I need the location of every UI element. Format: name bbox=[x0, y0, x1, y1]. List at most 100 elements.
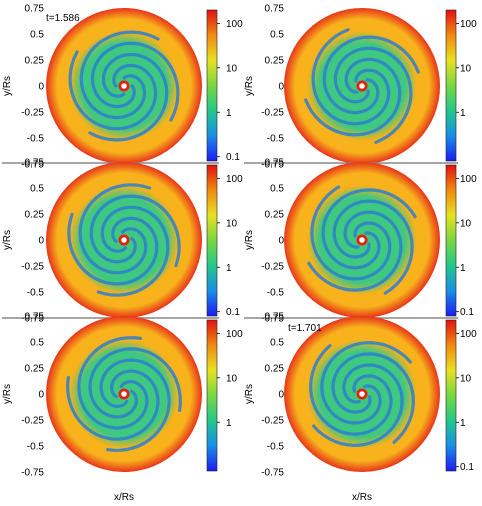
y-tick-label: 0.75 bbox=[25, 158, 45, 169]
colorbar bbox=[445, 164, 457, 317]
spiral-arm bbox=[332, 199, 414, 295]
colorbar-tick-label: 10 bbox=[226, 218, 238, 229]
disk-panel-middle-right: 0.75 0.5 0.25 0 -0.25 -0.5 -0.75 y/Rs 100 10 1 0.1 bbox=[244, 158, 477, 325]
spiral-arm bbox=[320, 341, 412, 425]
y-tick-label: -0.5 bbox=[267, 442, 285, 453]
spiral-arm bbox=[67, 212, 159, 286]
y-tick-label: 0.25 bbox=[265, 56, 285, 67]
spiral-arm bbox=[310, 185, 392, 281]
y-tick-label: -0.5 bbox=[27, 134, 45, 145]
colorbar-tick-label: 0.1 bbox=[226, 307, 240, 318]
spiral-arm bbox=[307, 210, 403, 292]
y-tick-label: 0 bbox=[278, 390, 284, 401]
y-tick-label: -0.25 bbox=[21, 108, 44, 119]
y-tick-label: -0.25 bbox=[21, 262, 44, 273]
colorbar-tick-label: 10 bbox=[460, 218, 472, 229]
y-tick-label: -0.25 bbox=[261, 262, 284, 273]
y-axis-label: y/Rs bbox=[244, 76, 255, 96]
y-tick-label: -0.5 bbox=[27, 442, 45, 453]
central-hole bbox=[359, 391, 365, 397]
y-tick-label: 0.25 bbox=[265, 364, 285, 375]
central-hole bbox=[359, 83, 365, 89]
y-tick-label: 0 bbox=[278, 236, 284, 247]
spiral-arm bbox=[90, 41, 180, 122]
spiral-arm bbox=[322, 35, 420, 115]
y-tick-label: -0.5 bbox=[267, 288, 285, 299]
colorbar-tick-label: 100 bbox=[460, 19, 477, 30]
y-tick-label: 0.5 bbox=[270, 184, 284, 195]
central-hole bbox=[121, 237, 127, 243]
y-tick-label: 0 bbox=[38, 82, 44, 93]
y-tick-label: -0.75 bbox=[261, 160, 284, 171]
y-tick-label: -0.75 bbox=[21, 468, 44, 479]
time-label: t=1.586 bbox=[46, 13, 80, 24]
spiral-arm bbox=[68, 50, 158, 131]
y-tick-label: 0.5 bbox=[270, 30, 284, 41]
disk-panel-top-right: 0.75 0.5 0.25 0 -0.25 -0.5 -0.75 y/Rs 100 10 1 bbox=[244, 4, 477, 171]
colorbar-tick-label: 10 bbox=[226, 373, 238, 384]
x-axis-label-left: x/Rs bbox=[114, 492, 134, 503]
spiral-arm bbox=[333, 46, 413, 144]
y-tick-label: 0.5 bbox=[30, 30, 44, 41]
y-tick-label: -0.25 bbox=[21, 416, 44, 427]
y-tick-label: 0.75 bbox=[25, 4, 45, 15]
colorbar-tick-label: 10 bbox=[226, 63, 238, 74]
colorbar-tick-label: 1 bbox=[460, 418, 466, 429]
y-tick-label: -0.75 bbox=[261, 314, 284, 325]
spiral-arm bbox=[96, 205, 170, 297]
colorbar-tick-label: 100 bbox=[226, 174, 243, 185]
colorbar-tick-label: 0.1 bbox=[460, 462, 474, 473]
y-tick-label: -0.25 bbox=[261, 108, 284, 119]
y-tick-label: 0.5 bbox=[30, 338, 44, 349]
colorbar-tick-label: 0.1 bbox=[460, 307, 474, 318]
y-tick-label: 0.25 bbox=[265, 210, 285, 221]
colorbar-tick-label: 100 bbox=[226, 329, 243, 340]
y-axis-label: y/Rs bbox=[2, 230, 13, 250]
spiral-arm bbox=[331, 352, 415, 444]
y-tick-label: 0.25 bbox=[25, 210, 45, 221]
spiral-arm bbox=[309, 344, 393, 436]
y-tick-label: -0.75 bbox=[261, 468, 284, 479]
spiral-arm bbox=[321, 188, 417, 270]
y-tick-label: 0.25 bbox=[25, 364, 45, 375]
spiral-arm bbox=[99, 358, 171, 452]
colorbar-tick-label: 100 bbox=[460, 329, 477, 340]
colorbar-tick-label: 0.1 bbox=[226, 152, 240, 163]
y-tick-label: -0.5 bbox=[27, 288, 45, 299]
spiral-arm bbox=[79, 30, 160, 120]
y-tick-label: 0 bbox=[38, 390, 44, 401]
disk-panel-middle-left: 0.75 0.5 0.25 0 -0.25 -0.5 -0.75 y/Rs 100 10 1 0.1 bbox=[2, 158, 243, 325]
spiral-arm bbox=[89, 194, 181, 268]
y-axis-label: y/Rs bbox=[244, 230, 255, 250]
colorbar bbox=[206, 164, 218, 317]
y-tick-label: 0.75 bbox=[265, 312, 285, 323]
colorbar-tick-label: 1 bbox=[460, 108, 466, 119]
y-tick-label: 0.75 bbox=[25, 312, 45, 323]
y-tick-label: -0.25 bbox=[261, 416, 284, 427]
y-tick-label: 0.25 bbox=[25, 56, 45, 67]
disk-panel-bottom-left: 0.75 0.5 0.25 0 -0.25 -0.5 -0.75 y/Rs 100 10 1 bbox=[2, 312, 243, 479]
spiral-arm bbox=[88, 347, 182, 419]
colorbar-tick-label: 100 bbox=[226, 19, 243, 30]
disk-panel-bottom-right: 0.75 0.5 0.25 0 -0.25 -0.5 -0.75 y/Rs 100 10 1 0.1 t… bbox=[244, 312, 477, 479]
colorbar-tick-label: 1 bbox=[226, 263, 232, 274]
central-hole bbox=[121, 83, 127, 89]
y-axis-label: y/Rs bbox=[2, 384, 13, 404]
y-tick-label: 0.75 bbox=[265, 158, 285, 169]
central-hole bbox=[359, 237, 365, 243]
y-tick-label: 0.5 bbox=[30, 184, 44, 195]
spiral-arm bbox=[66, 369, 160, 441]
y-tick-label: 0 bbox=[38, 236, 44, 247]
y-tick-label: -0.5 bbox=[267, 134, 285, 145]
colorbar-tick-label: 10 bbox=[460, 373, 472, 384]
y-tick-label: 0 bbox=[278, 82, 284, 93]
colorbar-tick-label: 10 bbox=[460, 63, 472, 74]
spiral-arm bbox=[77, 336, 149, 430]
colorbar bbox=[445, 9, 457, 162]
y-axis-label: y/Rs bbox=[244, 384, 255, 404]
y-axis-label: y/Rs bbox=[2, 76, 13, 96]
y-tick-label: -0.75 bbox=[21, 160, 44, 171]
spiral-arm bbox=[312, 363, 404, 447]
colorbar bbox=[445, 319, 457, 472]
